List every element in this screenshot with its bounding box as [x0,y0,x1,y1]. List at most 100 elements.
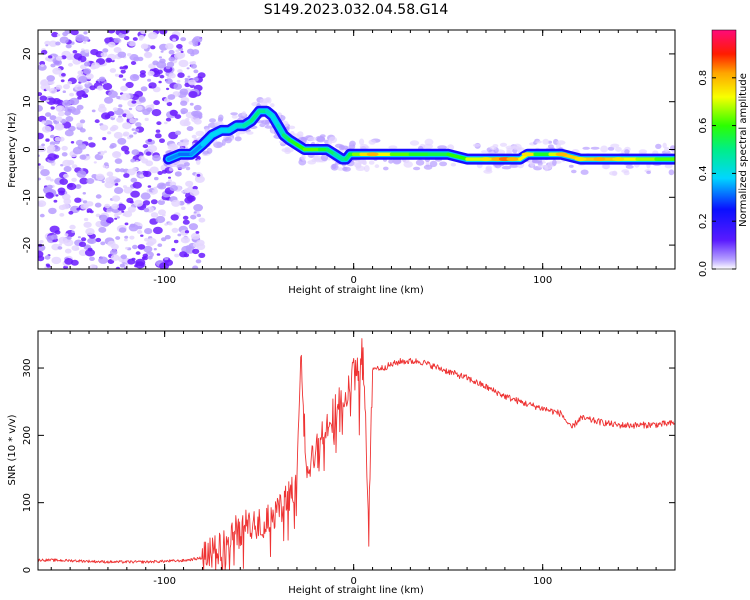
noise-point [116,203,127,211]
snr-y-axis-label: SNR (10 * v/v) [7,414,18,485]
noise-point [164,235,171,240]
ridge-halo [580,169,589,175]
noise-point [95,237,102,243]
noise-point [118,227,127,233]
ridge-segment [249,109,261,123]
noise-point [180,50,184,54]
noise-point [79,177,89,185]
noise-point [86,178,95,184]
noise-point [93,161,97,164]
noise-point [54,123,65,131]
noise-point [51,256,62,265]
snr-x-tick-label: -100 [153,576,176,587]
spectrogram-y-axis-label: Frequency (Hz) [7,112,18,188]
noise-point [55,105,66,113]
noise-point [153,186,157,190]
noise-point [189,61,194,65]
spectrogram-x-axis-label: Height of straight line (km) [288,285,424,296]
noise-point [113,151,121,157]
noise-point [70,141,75,144]
noise-point [79,119,86,124]
noise-point [122,213,127,217]
noise-point [114,158,123,164]
ridge-peak [521,152,534,157]
noise-point [182,215,189,220]
noise-point [78,249,88,256]
ridge-halo [359,143,369,151]
noise-point [122,122,132,130]
ridge-halo [359,138,365,146]
noise-point [91,62,101,69]
noise-point [49,225,60,233]
noise-point [192,110,203,119]
ridge-halo [535,140,542,144]
ridge-halo [230,112,238,116]
noise-point [190,214,197,220]
noise-point [155,215,166,224]
noise-point [152,189,156,193]
ridge-halo [556,140,566,145]
ridge-halo [423,143,433,150]
ridge-halo [281,148,289,153]
noise-point [132,37,138,41]
noise-point [49,178,54,182]
noise-point [195,231,200,234]
noise-point [70,205,80,214]
noise-point [171,227,179,233]
noise-point [57,111,65,117]
noise-point [138,37,143,41]
ridge-halo [353,160,362,168]
ridge-halo [590,146,600,150]
noise-point [165,117,172,122]
noise-point [87,237,97,244]
noise-point [127,258,136,265]
noise-point [144,51,152,57]
ridge-segment [200,133,214,147]
noise-point [89,85,96,91]
noise-point [77,236,81,239]
noise-point [63,166,72,172]
noise-point [106,171,114,177]
noise-point [130,61,137,65]
noise-point [76,104,84,110]
noise-point [133,56,140,62]
noise-point [176,44,183,49]
noise-point [122,78,127,81]
noise-point [180,236,190,244]
noise-point [170,214,179,221]
noise-point [147,145,158,153]
ridge-segment [189,142,205,157]
noise-point [47,153,58,161]
noise-point [65,116,74,122]
noise-point [81,237,87,242]
spectrogram-y-tick-label: 20 [22,48,33,61]
noise-point [51,31,59,38]
noise-point [60,164,64,167]
noise-point [69,92,75,97]
noise-point [38,200,47,207]
noise-point [80,203,88,210]
spectrogram-y-tick-label: 0 [22,146,33,152]
noise-point [38,177,41,181]
noise-point [135,128,140,132]
noise-point [174,52,184,60]
noise-point [157,243,163,247]
noise-point [97,151,101,155]
noise-point [48,40,58,47]
snr-x-axis-label: Height of straight line (km) [288,585,424,596]
noise-point [132,181,142,189]
ridge-halo [301,154,306,161]
noise-point [109,126,117,132]
colorbar-tick-label: 0.6 [698,118,709,134]
noise-point [147,138,152,142]
noise-point [38,64,47,71]
noise-point [158,56,162,59]
noise-point [79,154,87,160]
noise-point [53,199,58,203]
noise-point [107,41,116,48]
ridge-halo [600,145,608,153]
noise-point [135,251,141,255]
ridge-halo [313,154,319,161]
noise-point [150,104,155,108]
noise-point [119,66,124,70]
